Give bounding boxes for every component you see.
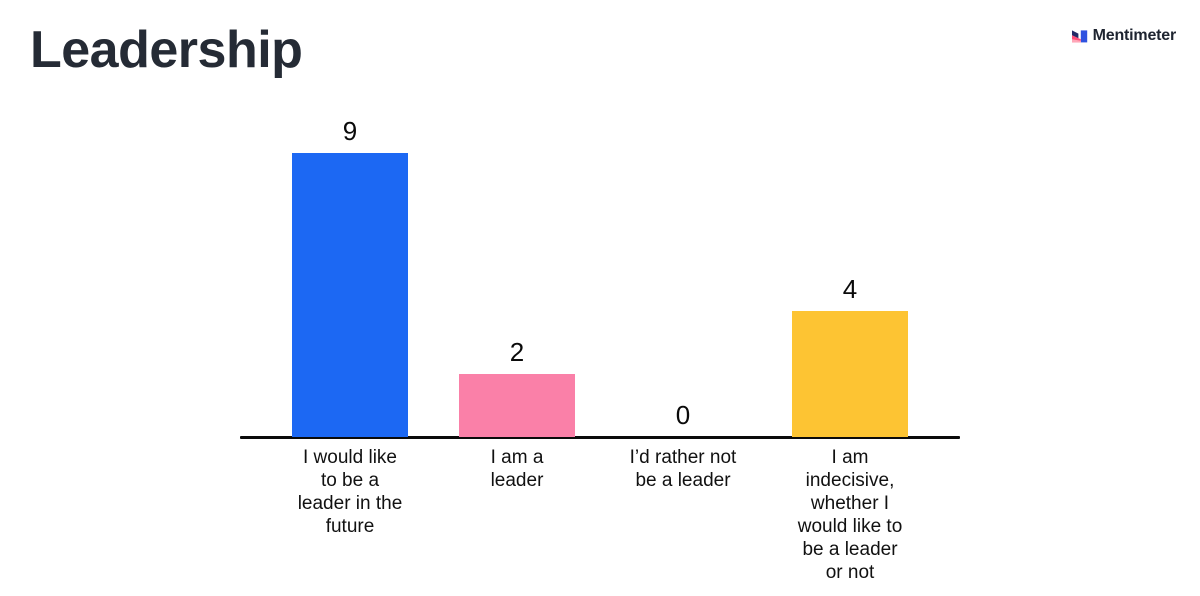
category-label: I am indecisive, whether I would like to… <box>797 447 903 583</box>
bar-value-label: 0 <box>675 400 691 430</box>
bar <box>292 153 408 437</box>
mentimeter-logo-icon <box>1071 30 1087 43</box>
bar-value-label: 2 <box>509 337 525 367</box>
bar-value-label: 4 <box>842 274 858 304</box>
bar <box>459 374 575 437</box>
page-title: Leadership <box>30 21 303 79</box>
x-axis-line <box>240 436 960 439</box>
category-label: I’d rather not be a leader <box>629 447 737 491</box>
bar <box>792 311 908 437</box>
category-label: I would like to be a leader in the futur… <box>297 447 403 537</box>
mentimeter-logo: Mentimeter <box>1071 27 1177 45</box>
mentimeter-logo-text: Mentimeter <box>1092 27 1177 44</box>
category-label: I am a leader <box>490 447 544 491</box>
bar-value-label: 9 <box>342 116 358 146</box>
